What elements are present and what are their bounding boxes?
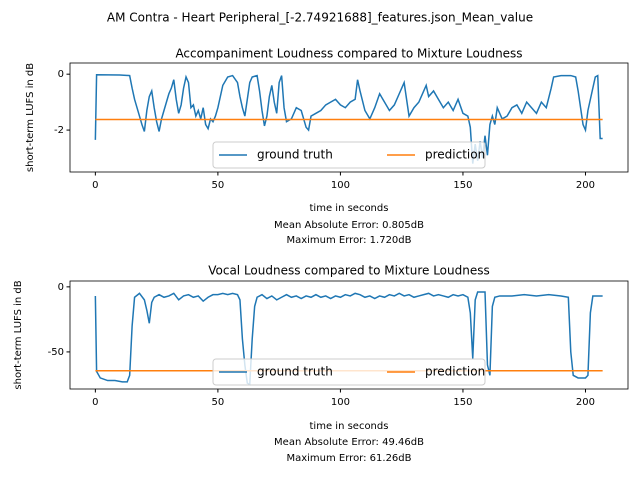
x-tick-label: 100	[331, 180, 350, 191]
legend-box	[212, 358, 486, 386]
legend-label: prediction	[425, 365, 485, 379]
chart-title: Accompaniment Loudness compared to Mixtu…	[175, 47, 522, 61]
series-line	[94, 291, 603, 386]
x-axis-label: time in seconds	[310, 203, 389, 214]
x-tick-label: 200	[576, 397, 595, 408]
y-tick-label: -50	[48, 347, 64, 358]
x-tick-label: 100	[331, 397, 350, 408]
series-line	[94, 73, 603, 164]
legend-box	[212, 141, 486, 169]
figure-title: AM Contra - Heart Peripheral_[-2.7492168…	[107, 11, 533, 25]
legend: ground truth prediction	[212, 358, 486, 386]
annotation: Mean Absolute Error: 49.46dB	[274, 437, 424, 448]
chart-title: Vocal Loudness compared to Mixture Loudn…	[208, 264, 490, 278]
x-tick-label: 0	[92, 180, 98, 191]
y-tick-label: 0	[58, 282, 64, 293]
legend: ground truth prediction	[212, 141, 486, 169]
y-tick-label: 0	[58, 69, 64, 80]
annotation: Maximum Error: 1.720dB	[286, 235, 411, 246]
x-tick-label: 150	[453, 397, 472, 408]
x-tick-label: 150	[453, 180, 472, 191]
y-axis-label: short-term LUFS in dB	[13, 280, 24, 389]
x-tick-label: 50	[212, 180, 225, 191]
plot-frame	[69, 62, 629, 173]
plot-frame	[69, 280, 629, 390]
annotation: Maximum Error: 61.26dB	[286, 453, 411, 464]
x-tick-label: 50	[212, 397, 225, 408]
legend-label: ground truth	[257, 365, 333, 379]
y-axis-label: short-term LUFS in dB	[25, 63, 36, 172]
legend-label: prediction	[425, 148, 485, 162]
x-tick-label: 200	[576, 180, 595, 191]
y-tick-label: -2	[54, 125, 64, 136]
x-axis-label: time in seconds	[310, 421, 389, 432]
annotation: Mean Absolute Error: 0.805dB	[274, 220, 424, 231]
x-tick-label: 0	[92, 397, 98, 408]
legend-label: ground truth	[257, 148, 333, 162]
